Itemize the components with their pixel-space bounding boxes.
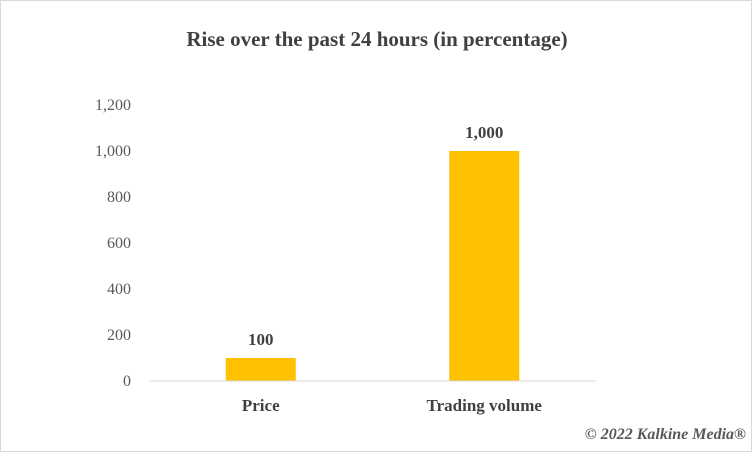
bar xyxy=(449,151,520,381)
x-category-label: Price xyxy=(242,396,280,415)
x-category-label: Trading volume xyxy=(427,396,543,415)
y-tick-label: 800 xyxy=(107,189,131,206)
y-tick-label: 200 xyxy=(107,327,131,344)
y-axis-labels: 0 200 400 600 800 1,000 1,200 xyxy=(95,97,131,390)
y-tick-label: 400 xyxy=(107,281,131,298)
bars-group xyxy=(225,151,520,381)
y-tick-label: 0 xyxy=(123,373,131,390)
copyright-text: © 2022 Kalkine Media® xyxy=(585,426,746,443)
bar-value-label: 1,000 xyxy=(465,123,503,142)
category-labels: Price Trading volume xyxy=(242,396,543,415)
bar-value-label: 100 xyxy=(248,330,274,349)
bar xyxy=(225,358,296,381)
data-labels-group: 100 1,000 xyxy=(248,123,503,349)
y-tick-label: 1,200 xyxy=(95,97,131,114)
y-tick-label: 600 xyxy=(107,235,131,252)
y-tick-label: 1,000 xyxy=(95,143,131,160)
chart-title: Rise over the past 24 hours (in percenta… xyxy=(186,27,567,51)
